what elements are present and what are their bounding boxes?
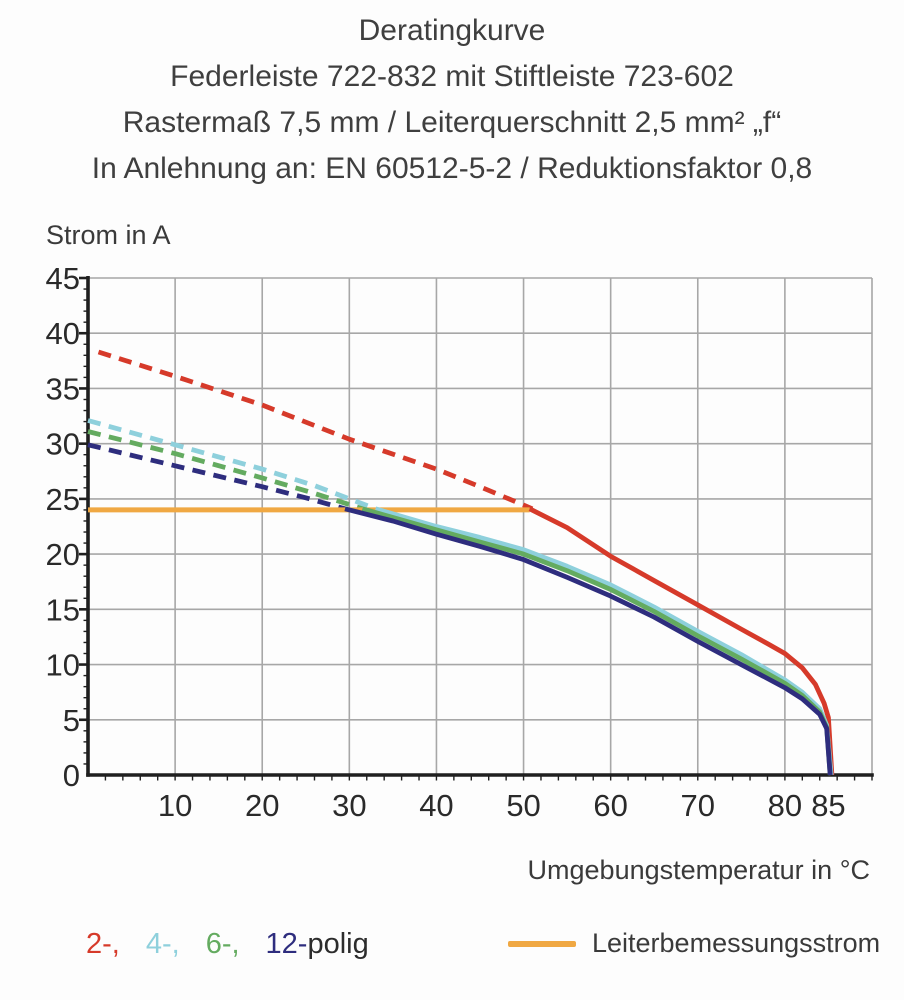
chart-title-block: Deratingkurve Federleiste 722-832 mit St… xyxy=(0,8,904,192)
y-tick-label: 40 xyxy=(46,316,80,351)
x-tick-label: 85 xyxy=(811,788,845,823)
legend-pole-12: 12- xyxy=(265,928,308,960)
x-tick-label: 40 xyxy=(419,788,453,823)
legend-pole-6: 6-, xyxy=(205,928,240,960)
x-tick-label: 80 xyxy=(768,788,802,823)
curve-4-polig-derated-dashed- xyxy=(87,418,377,512)
chart-subtitle-product: Federleiste 722-832 mit Stiftleiste 723-… xyxy=(170,60,734,93)
x-tick-label: 10 xyxy=(158,788,192,823)
legend-pole-4: 4-, xyxy=(145,928,180,960)
x-tick-label: 20 xyxy=(245,788,279,823)
y-tick-label: 10 xyxy=(46,648,80,683)
x-tick-label: 30 xyxy=(332,788,366,823)
y-tick-label: 45 xyxy=(46,261,80,296)
legend-rated-current: Leiterbemessungsstrom xyxy=(508,928,880,959)
rated-current-line-swatch xyxy=(508,940,576,947)
y-tick-label: 30 xyxy=(46,427,80,462)
x-tick-label: 70 xyxy=(681,788,715,823)
y-tick-label: 15 xyxy=(46,592,80,627)
legend-pole-2: 2-, xyxy=(86,928,120,960)
y-tick-label: 25 xyxy=(46,482,80,517)
chart-title: Deratingkurve xyxy=(358,14,546,47)
y-tick-label: 5 xyxy=(63,703,80,738)
y-tick-label: 35 xyxy=(46,371,80,406)
y-axis-label: Strom in A xyxy=(46,220,171,250)
curve-12-polig xyxy=(344,506,833,776)
y-tick-label: 0 xyxy=(63,758,80,793)
y-tick-label: 20 xyxy=(46,537,80,572)
rated-current-label: Leiterbemessungsstrom xyxy=(592,928,881,958)
x-tick-label: 50 xyxy=(506,788,540,823)
x-tick-label: 60 xyxy=(593,788,627,823)
legend-poles: 2-, 4-, 6-, 12- polig xyxy=(86,928,369,961)
legend-poles-suffix: polig xyxy=(307,928,369,960)
curve-2-polig-derated-dashed- xyxy=(97,349,534,512)
x-axis-label: Umgebungstemperatur in °C xyxy=(527,855,870,885)
chart-subtitle-norm: In Anlehnung an: EN 60512-5-2 / Reduktio… xyxy=(91,152,813,185)
curve-12-polig-derated-dashed- xyxy=(87,442,346,512)
curve-6-polig-derated-dashed- xyxy=(87,429,364,512)
curve-2-polig xyxy=(528,506,835,776)
chart-subtitle-spec: Rastermaß 7,5 mm / Leiterquerschnitt 2,5… xyxy=(122,106,782,139)
